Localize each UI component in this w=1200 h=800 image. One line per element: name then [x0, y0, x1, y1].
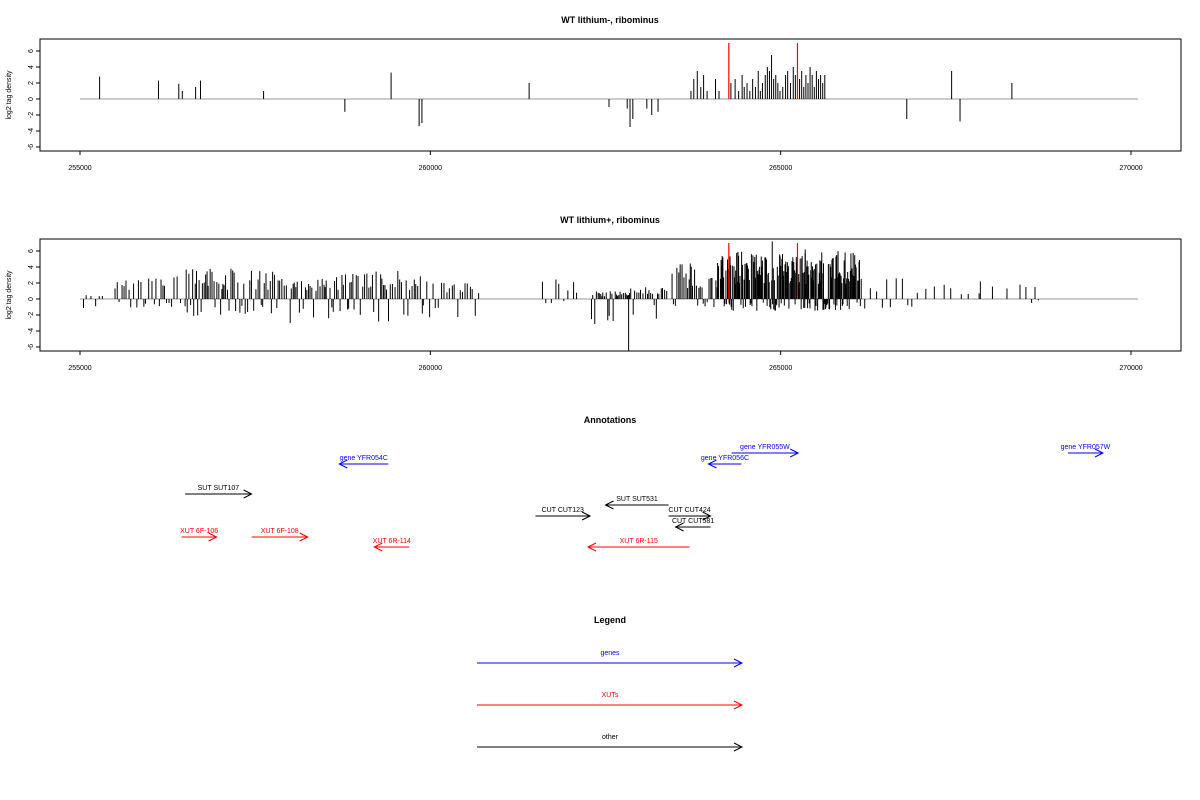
x-tick-label: 265000	[769, 165, 792, 172]
annotations-title: Annotations	[584, 415, 637, 425]
legend-arrowhead	[733, 658, 744, 668]
plot-frame	[39, 38, 1182, 152]
legend-items: genes XUTs other	[477, 650, 744, 752]
chart-title: WT lithium+, ribominus	[560, 215, 660, 225]
feature-label: SUT SUT531	[616, 496, 658, 503]
y-tick-label: -6	[28, 144, 35, 150]
y-tick-label: 0	[28, 297, 35, 301]
feature-arrowhead	[604, 500, 614, 510]
chart-panel-lithium-minus: WT lithium-, ribominus log2 tag density …	[6, 15, 1182, 172]
x-tick-label: 270000	[1119, 365, 1142, 372]
legend-title: Legend	[594, 615, 626, 625]
feature-arrowhead	[338, 459, 348, 469]
feature-arrowhead	[586, 542, 597, 552]
feature-label: XUT 6R-114	[373, 538, 411, 545]
x-tick-label: 255000	[68, 365, 91, 372]
annotation-features: gene YFR054C gene YFR055W gene YFR056C gene…	[180, 444, 1111, 552]
legend-arrowhead	[733, 700, 744, 710]
feature-arrowhead	[208, 532, 218, 542]
feature-arrowhead	[581, 511, 592, 521]
feature-arrowhead	[299, 532, 309, 542]
axis-ticks: 6 4 2 0 -2 -4 -6 255000 260000 265000 270000	[28, 249, 1143, 372]
x-tick-label: 260000	[419, 165, 442, 172]
y-tick-label: -4	[28, 328, 35, 334]
feature-arrowhead	[702, 511, 712, 521]
legend-label: genes	[600, 650, 620, 657]
y-tick-label: 2	[28, 281, 35, 285]
y-tick-label: 6	[28, 49, 35, 53]
density-bars	[80, 241, 1138, 351]
plot-frame	[39, 238, 1182, 352]
feature-label: XUT 6F-108	[261, 528, 299, 535]
y-tick-label: -2	[28, 112, 35, 118]
feature-label: XUT 6F-106	[180, 528, 218, 535]
axis-ticks: 6 4 2 0 -2 -4 -6 255000 260000 265000 270000	[28, 49, 1143, 172]
legend-panel: Legend genes XUTs other	[477, 615, 744, 752]
feature-label: gene YFR054C	[340, 455, 388, 462]
x-tick-label: 255000	[68, 165, 91, 172]
y-tick-label: -6	[28, 344, 35, 350]
feature-label: gene YFR055W	[740, 444, 790, 451]
legend-label: XUTs	[602, 692, 619, 699]
y-tick-label: -2	[28, 312, 35, 318]
feature-label: CUT CUT581	[672, 518, 714, 525]
feature-label: gene YFR057W	[1061, 444, 1111, 451]
feature-arrowhead	[243, 489, 253, 499]
feature-arrowhead	[707, 459, 717, 469]
feature-label: CUT CUT424	[668, 507, 710, 514]
y-tick-label: 2	[28, 81, 35, 85]
y-tick-label: 0	[28, 97, 35, 101]
y-axis-label: log2 tag density	[6, 270, 13, 320]
y-tick-label: 6	[28, 249, 35, 253]
feature-arrowhead	[1094, 448, 1105, 458]
legend-label: other	[602, 734, 619, 741]
x-tick-label: 270000	[1119, 165, 1142, 172]
y-tick-label: 4	[28, 65, 35, 69]
y-axis-label: log2 tag density	[6, 70, 13, 120]
chart-panel-lithium-plus: WT lithium+, ribominus log2 tag density …	[6, 215, 1182, 372]
feature-label: SUT SUT107	[198, 485, 240, 492]
feature-arrowhead	[373, 542, 383, 552]
feature-label: XUT 6R-115	[620, 538, 658, 545]
feature-arrowhead	[789, 448, 800, 458]
density-bars	[80, 43, 1138, 127]
legend-arrowhead	[733, 742, 744, 752]
feature-label: gene YFR056C	[701, 455, 749, 462]
chart-title: WT lithium-, ribominus	[561, 15, 659, 25]
x-tick-label: 260000	[419, 365, 442, 372]
y-tick-label: -4	[28, 128, 35, 134]
feature-label: CUT CUT123	[542, 507, 584, 514]
feature-arrowhead	[674, 522, 684, 532]
x-tick-label: 265000	[769, 365, 792, 372]
y-tick-label: 4	[28, 265, 35, 269]
